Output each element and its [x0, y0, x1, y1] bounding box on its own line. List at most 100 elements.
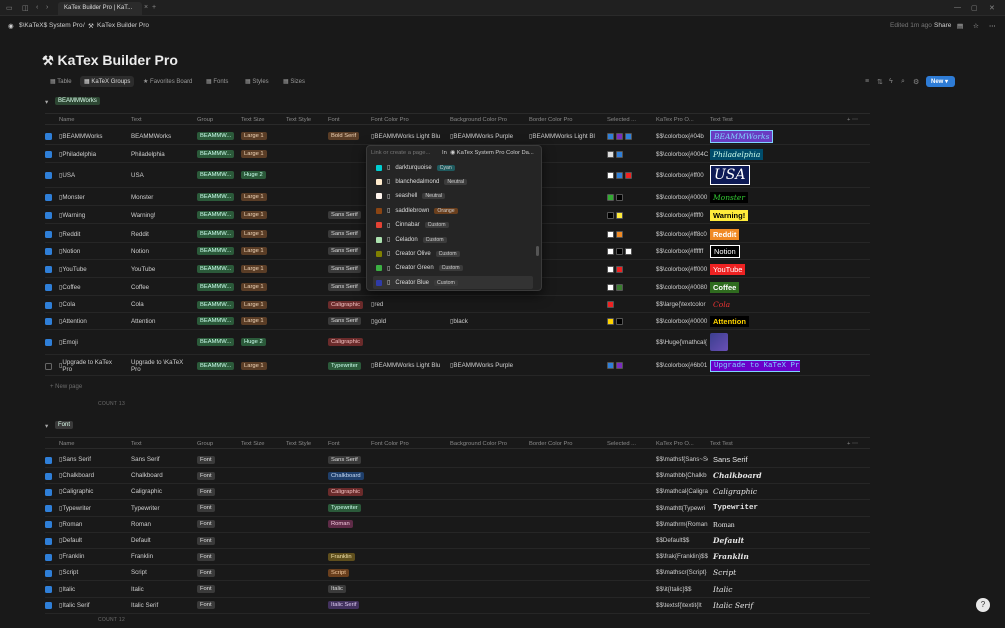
- table-cell[interactable]: Italic: [710, 582, 800, 597]
- table-cell[interactable]: Franklin: [710, 549, 800, 564]
- table-cell[interactable]: Typewriter: [328, 501, 370, 516]
- table-row[interactable]: ▯ Coffee Coffee BEAMMW... Large 1 Sans Serif…: [45, 279, 870, 296]
- table-cell[interactable]: Typewriter: [710, 501, 800, 516]
- table-cell[interactable]: BEAMMW...: [197, 128, 239, 144]
- table-cell[interactable]: $$\colorbox{#ff000: [656, 261, 708, 277]
- table-cell[interactable]: Large 1: [241, 261, 284, 277]
- table-cell[interactable]: Font: [197, 468, 239, 483]
- column-header[interactable]: Text Test: [710, 441, 733, 447]
- table-cell[interactable]: Sans Serif: [328, 207, 370, 223]
- table-row[interactable]: ▯ Script Script Font Script $$\mathscr{Scrip…: [45, 565, 870, 582]
- table-cell[interactable]: $$\mathcal{Caligra: [656, 484, 708, 499]
- table-cell[interactable]: Large 1: [241, 243, 284, 259]
- table-cell[interactable]: Font: [197, 517, 239, 532]
- table-cell[interactable]: ▯ red: [371, 297, 449, 312]
- breadcrumb-item-0[interactable]: $\KaTeX$ System Pro: [19, 22, 83, 29]
- table-cell[interactable]: Font: [197, 533, 239, 548]
- tab-katex-groups[interactable]: ▦ KaTeX Groups: [80, 76, 135, 87]
- table-cell[interactable]: $$\frak{Franklin}$$: [656, 549, 708, 564]
- table-cell[interactable]: Large 1: [241, 207, 284, 223]
- share-button[interactable]: Share: [934, 22, 952, 29]
- add-column-icon[interactable]: + ⋯: [847, 117, 858, 123]
- table-cell[interactable]: Italic Serif: [710, 598, 800, 613]
- table-cell[interactable]: Sans Serif: [328, 226, 370, 242]
- tab-fonts[interactable]: ▦ Fonts: [206, 79, 229, 85]
- table-cell[interactable]: YouTube: [131, 261, 195, 277]
- forward-icon[interactable]: ›: [46, 4, 49, 11]
- table-cell[interactable]: $$\mathrm{Roman: [656, 517, 708, 532]
- table-cell[interactable]: ▯ YouTube: [59, 261, 129, 277]
- column-header[interactable]: Group: [197, 441, 214, 447]
- tab-sizes[interactable]: ▦ Sizes: [283, 79, 306, 85]
- table-cell[interactable]: Caligraphic: [328, 484, 370, 499]
- sidebar-toggle-icon[interactable]: ▭: [6, 5, 13, 12]
- table-cell[interactable]: [450, 330, 528, 354]
- row-checkbox[interactable]: [45, 537, 52, 545]
- table-cell[interactable]: BEAMMW...: [197, 279, 239, 295]
- row-checkbox[interactable]: [45, 212, 52, 219]
- table-row[interactable]: ▯ Roman Roman Font Roman $$\mathrm{Roman Roma…: [45, 517, 870, 533]
- table-cell[interactable]: BEAMMW...: [197, 356, 239, 375]
- table-cell[interactable]: $$\large{\textcolor: [656, 297, 708, 312]
- sort-icon[interactable]: ⇅: [877, 79, 883, 86]
- comment-icon[interactable]: ▤: [957, 23, 964, 30]
- table-cell[interactable]: Bold Serif: [328, 128, 370, 144]
- table-cell[interactable]: ▯ Upgrade to KaTex Pro: [59, 356, 129, 375]
- table-cell[interactable]: [328, 163, 370, 187]
- row-checkbox[interactable]: [45, 339, 52, 346]
- table-row[interactable]: ▯ Caligraphic Caligraphic Font Caligraphic $…: [45, 484, 870, 501]
- back-icon[interactable]: ‹: [36, 4, 39, 11]
- table-cell[interactable]: ▯ Philadelphia: [59, 146, 129, 162]
- table-cell[interactable]: Roman: [131, 517, 195, 532]
- table-cell[interactable]: YouTube: [710, 261, 800, 277]
- table-cell[interactable]: Chalkboard: [328, 468, 370, 483]
- table-cell[interactable]: $$\colorbox{#0000: [656, 313, 708, 329]
- table-cell[interactable]: Caligraphic: [131, 484, 195, 499]
- table-row[interactable]: ▯ Emoji BEAMMW... Huge 2 Caligraphic $$\Huge…: [45, 330, 870, 355]
- popup-list-item[interactable]: ▯ Creator Green Custom: [373, 262, 533, 275]
- table-cell[interactable]: Coffee: [131, 279, 195, 295]
- table-cell[interactable]: Chalkboard: [131, 468, 195, 483]
- table-row[interactable]: ▯ Italic Serif Italic Serif Font Italic Ser…: [45, 598, 870, 614]
- table-cell[interactable]: ▯ black: [450, 313, 528, 329]
- new-tab-icon[interactable]: +: [152, 4, 157, 11]
- table-cell[interactable]: Large 1: [241, 313, 284, 329]
- table-cell[interactable]: $$\mathsf{Sans~Se: [656, 452, 708, 467]
- table-cell[interactable]: ▯ BEAMMWorks Purple: [450, 356, 528, 375]
- table-cell[interactable]: Franklin: [131, 549, 195, 564]
- table-cell[interactable]: Script: [710, 565, 800, 580]
- column-header[interactable]: KaTex Pro O...: [656, 117, 694, 123]
- table-cell[interactable]: ▯ BEAMMWorks Light Blu: [371, 128, 449, 144]
- table-cell[interactable]: $$\it{Italic}$$: [656, 582, 708, 597]
- close-tab-icon[interactable]: ×: [144, 4, 149, 11]
- table-cell[interactable]: [607, 189, 655, 205]
- table-cell[interactable]: Reddit: [131, 226, 195, 242]
- column-header[interactable]: Name: [59, 117, 75, 123]
- column-header[interactable]: Text Style: [286, 117, 312, 123]
- new-button[interactable]: New ▾: [926, 76, 955, 87]
- table-cell[interactable]: [607, 243, 655, 259]
- table-cell[interactable]: ▯ BEAMMWorks Light Blu: [371, 356, 449, 375]
- table-cell[interactable]: Large 1: [241, 226, 284, 242]
- table-cell[interactable]: Font: [197, 582, 239, 597]
- table-row[interactable]: ▯ Italic Italic Font Italic $$\it{Italic}$$ I…: [45, 582, 870, 598]
- column-header[interactable]: Font Color Pro: [371, 441, 409, 447]
- table-cell[interactable]: Warning!: [710, 207, 800, 223]
- tab-styles[interactable]: ▦ Styles: [245, 79, 269, 85]
- table-cell[interactable]: $$\colorbox{#04b: [656, 128, 708, 144]
- row-checkbox[interactable]: [45, 172, 52, 179]
- table-cell[interactable]: BEAMMW...: [197, 313, 239, 329]
- column-header[interactable]: Group: [197, 117, 214, 123]
- column-header[interactable]: Font Color Pro: [371, 117, 409, 123]
- table-cell[interactable]: Typewriter: [328, 356, 370, 375]
- column-header[interactable]: Text Style: [286, 441, 312, 447]
- table-cell[interactable]: ▯ BEAMMWorks Purple: [450, 128, 528, 144]
- table-row[interactable]: ▯ Franklin Franklin Font Franklin $$\frak{Fr…: [45, 549, 870, 566]
- row-checkbox[interactable]: [45, 194, 52, 201]
- table-cell[interactable]: ▯ Warning: [59, 207, 129, 223]
- table-row[interactable]: ▯ Sans Serif Sans Serif Font Sans Serif $$\m…: [45, 452, 870, 468]
- table-cell[interactable]: ▯ Reddit: [59, 226, 129, 242]
- row-checkbox[interactable]: [45, 133, 52, 140]
- popup-list-item[interactable]: ▯ blanchedalmond Neutral: [373, 175, 533, 188]
- table-cell[interactable]: [607, 163, 655, 187]
